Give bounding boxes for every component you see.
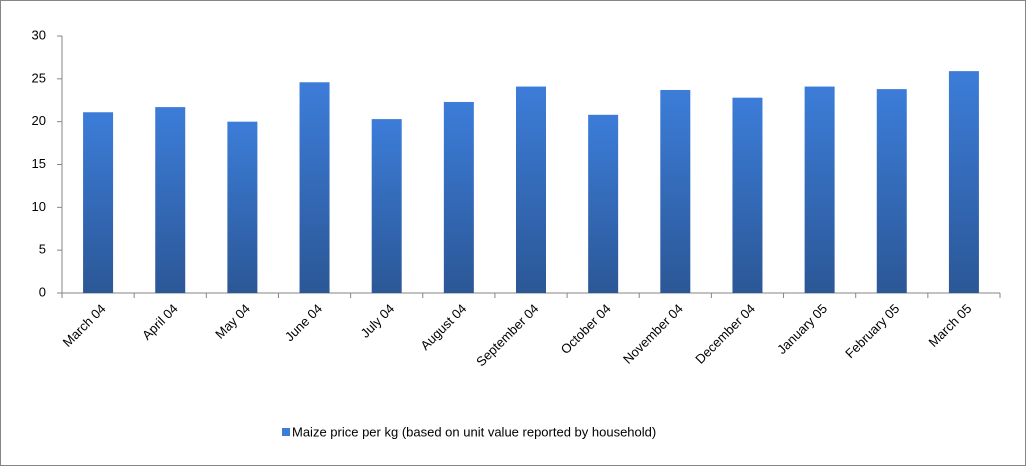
bar <box>516 86 546 293</box>
y-tick-label: 15 <box>32 156 46 171</box>
y-tick-label: 30 <box>32 27 46 42</box>
bar <box>660 89 691 293</box>
y-tick-label: 5 <box>39 242 46 257</box>
bar <box>227 121 258 294</box>
y-tick-label: 20 <box>32 113 46 128</box>
bar <box>804 86 835 293</box>
bar <box>83 112 114 293</box>
y-tick-label: 0 <box>39 284 46 299</box>
bar <box>299 82 330 293</box>
legend-swatch <box>282 428 290 436</box>
y-tick-label: 10 <box>32 199 46 214</box>
bar <box>443 101 474 293</box>
legend-label: Maize price per kg (based on unit value … <box>292 424 656 439</box>
bar <box>371 119 402 293</box>
bar <box>876 89 907 293</box>
y-tick-label: 25 <box>32 70 46 85</box>
bar <box>588 114 619 294</box>
bar <box>732 97 763 294</box>
bar <box>155 107 186 293</box>
bar <box>948 71 979 293</box>
